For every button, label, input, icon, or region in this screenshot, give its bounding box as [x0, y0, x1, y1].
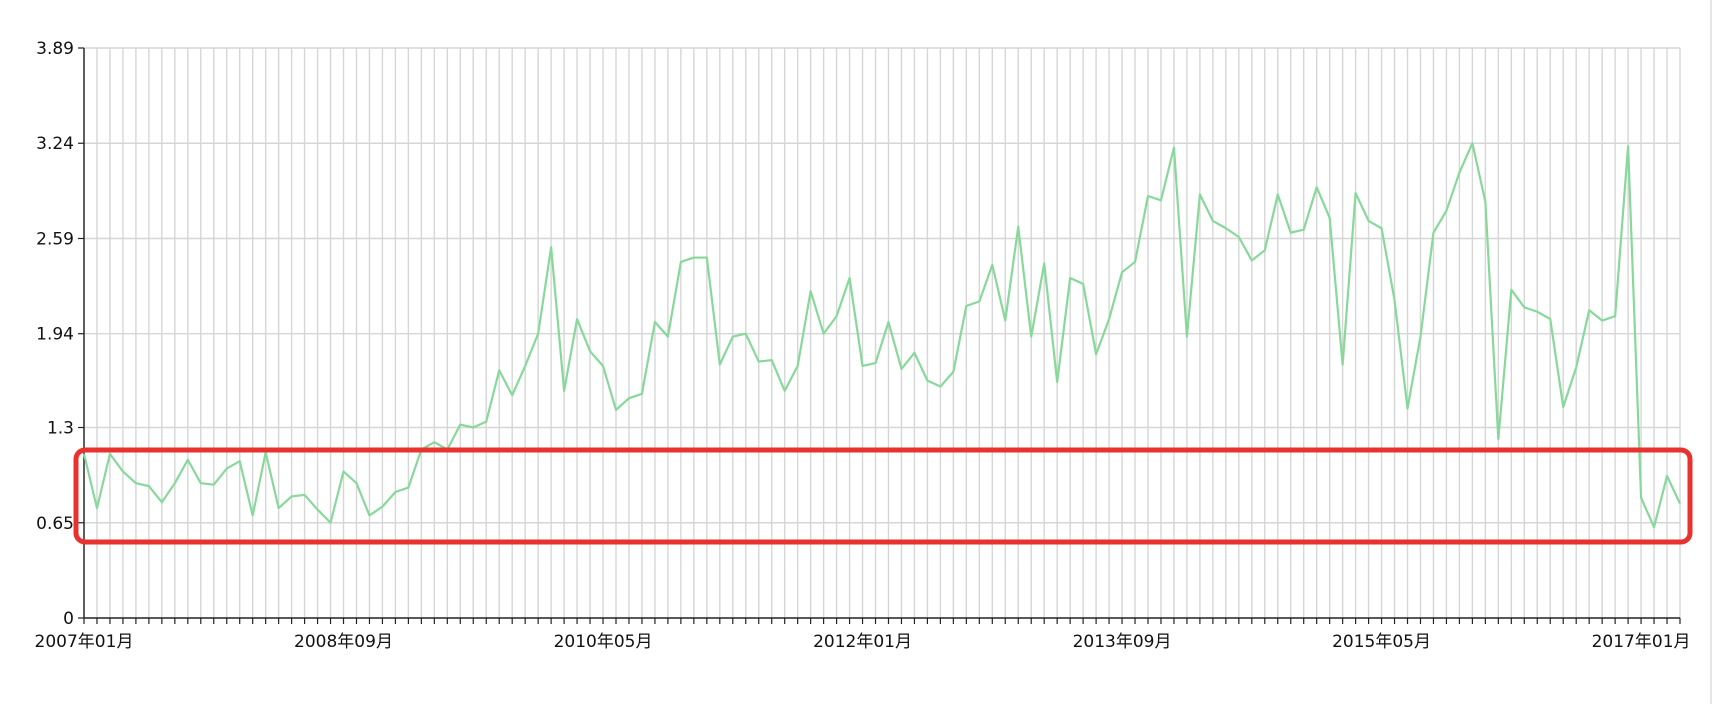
axes: [83, 48, 1680, 619]
horizontal-gridlines: [84, 47, 1680, 524]
x-tick-label: 2010年05月: [554, 632, 653, 652]
x-tick-label: 2013年09月: [1073, 632, 1172, 652]
x-tick-label: 2012年01月: [813, 632, 912, 652]
x-tick-label: 2007年01月: [35, 632, 134, 652]
x-tick-label: 2017年01月: [1592, 632, 1691, 652]
y-tick-label: 2.59: [36, 229, 74, 249]
y-tick-label: 0.65: [36, 514, 74, 534]
x-tick-label: 2008年09月: [294, 632, 393, 652]
y-tick-label: 1.94: [36, 325, 74, 345]
y-axis-ticks: 0 0.65 1.3 1.94 2.59 3.24 3.89: [36, 39, 84, 629]
y-tick-label: 0: [63, 609, 74, 629]
highlight-box: [73, 447, 1693, 545]
x-tick-label: 2015年05月: [1332, 632, 1431, 652]
vertical-gridlines: [83, 48, 1681, 618]
y-tick-label: 3.89: [36, 39, 74, 59]
x-axis-ticks: 2007年01月 2008年09月 2010年05月 2012年01月 2013年09月…: [35, 618, 1691, 652]
series-line: [82, 142, 1681, 529]
y-tick-label: 3.24: [36, 134, 74, 154]
right-edge-divider: [1710, 0, 1712, 704]
series-group: [82, 142, 1681, 529]
y-tick-label: 1.3: [47, 419, 74, 439]
